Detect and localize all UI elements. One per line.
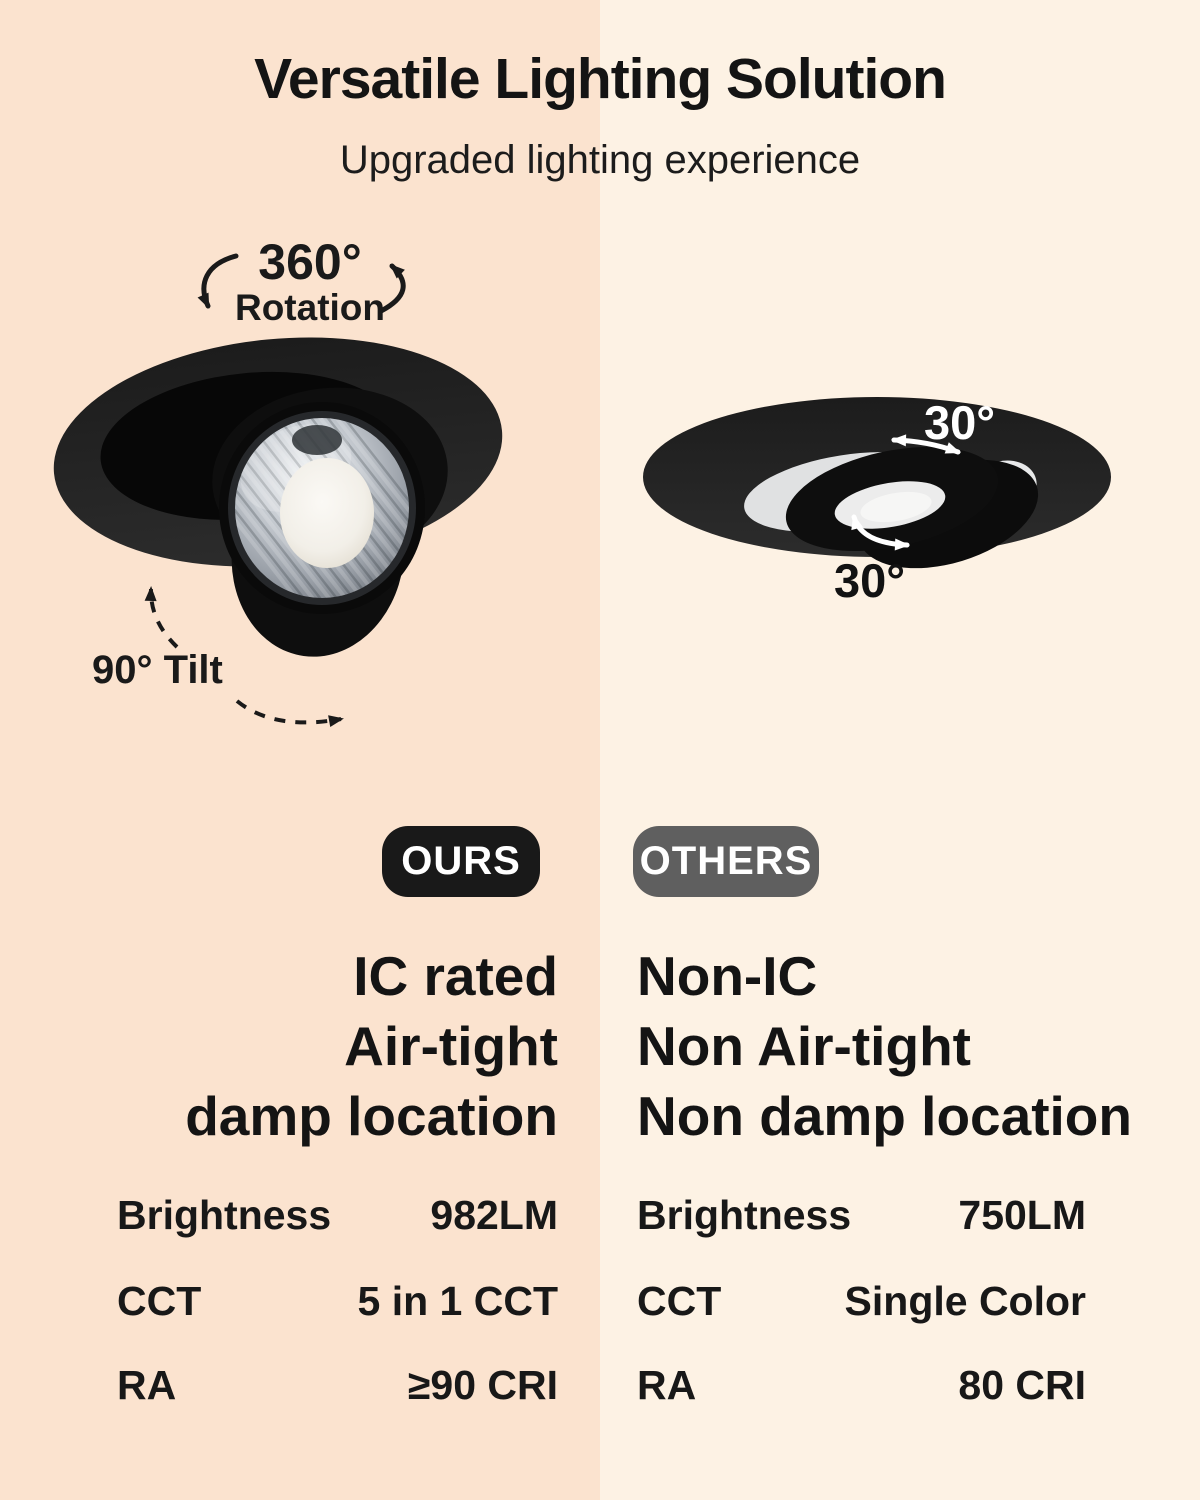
spec-label: CCT	[637, 1277, 722, 1324]
others-headline-line: Non-IC	[637, 945, 818, 1007]
spec-label: Brightness	[117, 1191, 332, 1238]
swivel-arrow-top-icon	[891, 434, 961, 455]
spec-label: Brightness	[637, 1191, 852, 1238]
spec-row-ours-cct: CCT 5 in 1 CCT	[117, 1274, 558, 1328]
ours-headline-line: IC rated	[353, 945, 558, 1007]
rotation-arrow-right-icon	[378, 263, 406, 314]
background-right-panel	[600, 0, 1200, 1500]
others-headline: Non-IC Non Air-tight Non damp location	[637, 941, 1182, 1151]
spec-row-ours-brightness: Brightness 982LM	[117, 1188, 558, 1242]
page-subtitle: Upgraded lighting experience	[339, 138, 861, 182]
swivel-arrow-bottom-icon	[851, 514, 910, 551]
left-frosted-led	[280, 458, 374, 568]
others-headline-line: Non Air-tight	[637, 1015, 971, 1077]
spec-value: 5 in 1 CCT	[357, 1277, 558, 1324]
spec-row-others-brightness: Brightness 750LM	[637, 1188, 1086, 1242]
swivel-angle-top-label: 30°	[924, 396, 996, 449]
spec-value: 80 CRI	[958, 1361, 1086, 1408]
rotation-annotation: 360° Rotation	[195, 236, 425, 328]
spec-label: RA	[637, 1361, 697, 1408]
spec-row-ours-ra: RA ≥90 CRI	[117, 1358, 558, 1412]
rotation-degree-label: 360°	[258, 234, 362, 290]
ours-headline: IC rated Air-tight damp location	[80, 941, 558, 1151]
spec-label: RA	[117, 1361, 177, 1408]
others-badge: OTHERS	[633, 826, 819, 897]
right-downlight-render	[643, 397, 1111, 569]
page-title: Versatile Lighting Solution	[254, 47, 947, 111]
spec-value: Single Color	[844, 1277, 1086, 1324]
rotation-arrow-left-icon	[197, 253, 239, 309]
spec-value: ≥90 CRI	[407, 1361, 558, 1408]
tilt-arrow-up-icon	[144, 586, 179, 649]
spec-value: 750LM	[958, 1191, 1086, 1238]
rotation-word-label: Rotation	[234, 287, 386, 328]
swivel-angle-bottom-label: 30°	[834, 554, 906, 607]
ours-headline-line: Air-tight	[344, 1015, 558, 1077]
spec-row-others-ra: RA 80 CRI	[637, 1358, 1086, 1412]
spec-row-others-cct: CCT Single Color	[637, 1274, 1086, 1328]
ours-badge: OURS	[382, 826, 540, 897]
ours-headline-line: damp location	[185, 1085, 558, 1147]
spec-label: CCT	[117, 1277, 202, 1324]
left-downlight-render	[53, 337, 503, 657]
background-left-panel	[0, 0, 600, 1500]
spec-value: 982LM	[430, 1191, 558, 1238]
tilt-label: 90° Tilt	[92, 648, 223, 692]
tilt-arrow-right-icon	[235, 699, 344, 728]
others-headline-line: Non damp location	[637, 1085, 1132, 1147]
